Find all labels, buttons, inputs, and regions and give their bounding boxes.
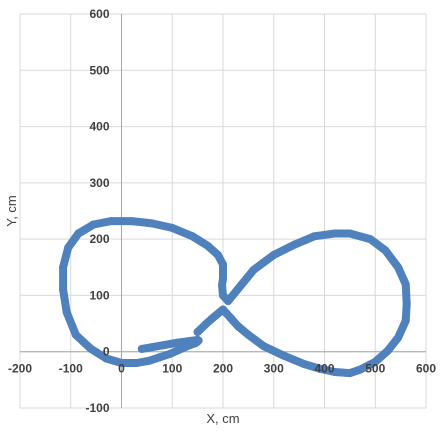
data-point xyxy=(219,305,227,314)
data-point xyxy=(300,360,309,369)
y-tick-label: -100 xyxy=(85,401,109,415)
x-tick-label: 0 xyxy=(118,362,125,376)
data-point xyxy=(74,229,83,238)
data-point xyxy=(315,364,324,373)
data-point xyxy=(165,350,174,358)
data-point xyxy=(64,243,73,252)
data-point xyxy=(127,217,136,226)
y-tick-label: 500 xyxy=(89,63,109,77)
x-tick-label: 100 xyxy=(162,362,182,376)
data-point xyxy=(145,356,154,365)
data-point xyxy=(107,217,116,226)
data-point xyxy=(173,338,182,347)
data-point xyxy=(345,369,354,378)
data-point xyxy=(132,359,141,367)
data-point xyxy=(71,330,80,339)
data-point xyxy=(224,297,233,306)
data-point xyxy=(203,241,212,250)
data-point xyxy=(219,291,227,300)
data-point xyxy=(59,263,68,272)
x-tick-label: 600 xyxy=(416,362,436,376)
data-point xyxy=(148,219,156,228)
data-point xyxy=(87,344,95,353)
series-layer xyxy=(59,217,411,378)
data-point xyxy=(226,313,235,322)
data-point xyxy=(193,328,202,336)
data-point xyxy=(102,354,111,363)
data-point xyxy=(366,235,375,244)
data-point xyxy=(371,357,380,366)
x-axis-title: X, cm xyxy=(206,411,239,426)
data-point xyxy=(89,220,98,229)
data-point xyxy=(401,316,410,325)
data-point xyxy=(279,351,288,360)
data-point xyxy=(394,333,403,342)
data-point xyxy=(244,330,253,339)
y-axis-title: Y, cm xyxy=(4,195,19,227)
data-point xyxy=(401,280,410,289)
x-tick-label: 300 xyxy=(264,362,284,376)
y-tick-label: 100 xyxy=(89,288,109,302)
data-point xyxy=(356,365,364,374)
x-tick-label: 500 xyxy=(365,362,385,376)
x-tick-label: -100 xyxy=(59,362,83,376)
data-point xyxy=(310,232,319,241)
data-point xyxy=(188,232,197,241)
data-point xyxy=(249,266,258,275)
data-point xyxy=(168,223,177,232)
tick-labels: -200 -100 0 100 200 300 400 500 600 -100 0 100 200 30… xyxy=(8,7,436,415)
data-point xyxy=(201,320,210,329)
data-point xyxy=(219,274,227,283)
data-point xyxy=(330,229,339,238)
y-tick-label: 0 xyxy=(103,345,110,359)
data-point xyxy=(155,353,164,362)
data-point xyxy=(345,229,354,238)
y-tick-label: 400 xyxy=(89,120,109,134)
data-point xyxy=(381,246,390,255)
data-point xyxy=(234,284,243,293)
data-point xyxy=(394,263,403,272)
data-point xyxy=(234,322,243,331)
data-point xyxy=(218,281,226,290)
data-point xyxy=(173,346,182,355)
data-point xyxy=(137,344,146,353)
data-point xyxy=(62,308,71,317)
x-tick-label: 400 xyxy=(314,362,334,376)
axes xyxy=(20,14,426,408)
data-point xyxy=(290,240,299,249)
y-tick-label: 300 xyxy=(89,176,109,190)
data-point xyxy=(402,299,411,308)
data-point xyxy=(213,250,222,259)
data-point xyxy=(208,313,217,322)
data-point xyxy=(383,346,392,355)
data-point xyxy=(59,285,68,294)
y-tick-label: 200 xyxy=(89,232,109,246)
data-point xyxy=(117,359,126,367)
x-tick-label: 200 xyxy=(213,362,233,376)
data-point xyxy=(219,260,227,269)
data-point xyxy=(330,368,339,376)
data-point xyxy=(259,342,268,351)
x-tick-label: -200 xyxy=(8,362,32,376)
data-point xyxy=(160,341,169,349)
y-tick-label: 600 xyxy=(89,7,109,21)
data-point xyxy=(269,250,278,259)
data-point xyxy=(180,343,189,352)
data-point xyxy=(148,343,156,352)
